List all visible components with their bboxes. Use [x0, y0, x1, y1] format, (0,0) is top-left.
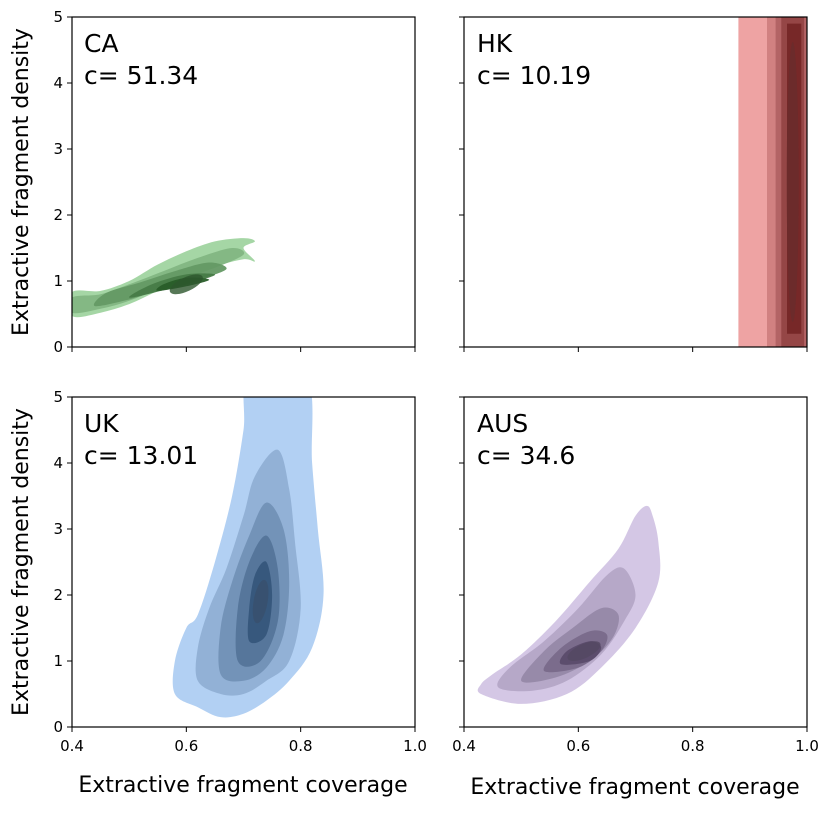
panel-uk: UK c= 13.01 0 1 2 3 4 5 0.4 0.6 0.8 1.0 — [53, 388, 427, 755]
ca-x-ticks — [71, 347, 416, 352]
ca-c-value: c= 51.34 — [84, 61, 198, 90]
uk-y-tick-label-5: 5 — [53, 388, 63, 406]
uk-x-tick-label-3: 1.0 — [403, 737, 427, 755]
panel-aus: AUS c= 34.6 0.4 0.6 0.8 1.0 — [452, 396, 819, 755]
ca-density-contours — [72, 238, 255, 318]
uk-country-label: UK — [84, 409, 119, 438]
aus-x-tick-label-3: 1.0 — [795, 737, 819, 755]
hk-country-label: HK — [477, 29, 513, 58]
y-axis-label-bottom: Extractive fragment density — [9, 408, 34, 716]
uk-y-tick-label-3: 3 — [53, 520, 63, 538]
hk-density-peak — [786, 42, 799, 322]
uk-y-tick-label-1: 1 — [53, 652, 63, 670]
aus-contour-level-1 — [477, 505, 661, 704]
ca-density-peak — [169, 274, 203, 295]
uk-y-tick-label-2: 2 — [53, 586, 63, 604]
uk-y-tick-label-4: 4 — [53, 454, 63, 472]
aus-x-ticks: 0.4 0.6 0.8 1.0 — [452, 727, 819, 755]
x-axis-label-left: Extractive fragment coverage — [78, 773, 407, 798]
aus-plot-frame — [463, 396, 808, 728]
uk-x-tick-label-2: 0.8 — [289, 737, 313, 755]
aus-c-value: c= 34.6 — [477, 441, 575, 470]
hk-y-ticks — [459, 16, 464, 348]
uk-y-tick-label-0: 0 — [53, 718, 63, 736]
hk-c-value: c= 10.19 — [477, 61, 591, 90]
hk-density-contours — [738, 17, 807, 347]
hk-plot-frame — [463, 16, 808, 348]
uk-x-tick-label-0: 0.4 — [60, 737, 84, 755]
panel-ca: CA c= 51.34 0 1 2 3 4 5 — [53, 8, 416, 356]
aus-density-contours — [477, 505, 661, 704]
ca-y-ticks: 0 1 2 3 4 5 — [53, 8, 72, 356]
aus-country-label: AUS — [477, 409, 528, 438]
ca-y-tick-label-1: 1 — [53, 272, 63, 290]
panel-hk: HK c= 10.19 — [459, 16, 808, 352]
aus-y-ticks — [459, 396, 464, 728]
uk-x-ticks: 0.4 0.6 0.8 1.0 — [60, 727, 427, 755]
aus-x-tick-label-2: 0.8 — [681, 737, 705, 755]
ca-plot-frame — [71, 16, 416, 348]
uk-density-peak — [252, 579, 269, 624]
ca-y-tick-label-3: 3 — [53, 140, 63, 158]
aus-contour-level-2 — [497, 567, 636, 692]
ca-y-tick-label-0: 0 — [53, 338, 63, 356]
aus-density-peak — [567, 641, 601, 662]
uk-y-ticks: 0 1 2 3 4 5 — [53, 388, 72, 736]
aus-x-tick-label-1: 0.6 — [566, 737, 590, 755]
hk-x-ticks — [463, 347, 808, 352]
uk-x-tick-label-1: 0.6 — [174, 737, 198, 755]
ca-y-tick-label-4: 4 — [53, 74, 63, 92]
aus-x-tick-label-0: 0.4 — [452, 737, 476, 755]
uk-density-contours — [172, 397, 324, 718]
ca-y-tick-label-5: 5 — [53, 8, 63, 26]
ca-y-tick-label-2: 2 — [53, 206, 63, 224]
x-axis-label-right: Extractive fragment coverage — [470, 775, 799, 800]
ca-country-label: CA — [84, 29, 119, 58]
y-axis-label-top: Extractive fragment density — [9, 28, 34, 336]
uk-c-value: c= 13.01 — [84, 441, 198, 470]
uk-plot-frame — [71, 396, 416, 728]
